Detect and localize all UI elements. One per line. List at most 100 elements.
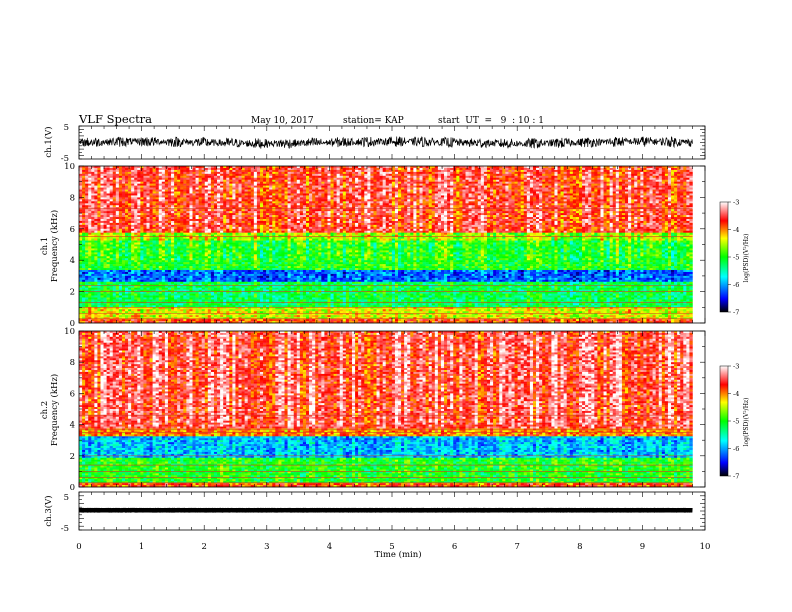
spectrogram-cell xyxy=(401,173,405,177)
spectrogram-cell xyxy=(456,193,460,196)
spectrogram-cell xyxy=(471,197,475,200)
spectrogram-cell xyxy=(585,171,589,175)
spectrogram-cell xyxy=(223,205,227,208)
spectrogram-cell xyxy=(272,203,276,206)
spectrogram-cell xyxy=(238,213,242,216)
spectrogram-cell xyxy=(643,177,647,180)
spectrogram-cell xyxy=(299,173,304,177)
spectrogram-cell xyxy=(453,191,457,194)
spectrogram-cell xyxy=(91,179,95,182)
spectrogram-cell xyxy=(103,213,107,216)
spectrogram-cell xyxy=(177,203,181,206)
spectrogram-cell xyxy=(103,211,107,214)
spectrogram-cell xyxy=(514,195,518,198)
spectrogram-cell xyxy=(640,181,644,184)
spectrogram-cell xyxy=(539,173,543,177)
spectrogram-cell xyxy=(428,181,432,184)
spectrogram-cell xyxy=(287,205,291,208)
spectrogram-cell xyxy=(97,169,101,173)
spectrogram-cell xyxy=(548,169,552,173)
spectrogram-cell xyxy=(689,209,693,212)
spectrogram-cell xyxy=(355,183,359,186)
spectrogram-cell xyxy=(361,175,365,179)
spectrogram-cell xyxy=(532,211,537,214)
spectrogram-cell xyxy=(600,171,604,175)
spectrogram-cell xyxy=(210,189,215,192)
spectrogram-cell xyxy=(471,177,475,180)
spectrogram-cell xyxy=(281,209,285,212)
spectrogram-cell xyxy=(299,179,304,182)
spectrogram-cell xyxy=(201,209,206,212)
spectrogram-cell xyxy=(115,201,120,204)
spectrogram-cell xyxy=(232,201,236,204)
spectrogram-cell xyxy=(370,175,374,179)
spectrogram-cell xyxy=(674,183,678,186)
spectrogram-cell xyxy=(557,185,561,188)
spectrogram-cell xyxy=(106,193,110,196)
spectrogram-cell xyxy=(566,195,571,198)
spectrogram-cell xyxy=(680,169,684,173)
spectrogram-cell xyxy=(468,189,472,192)
spectrogram-cell xyxy=(606,171,610,175)
spectrogram-cell xyxy=(646,199,650,202)
spectrogram-cell xyxy=(121,169,126,173)
spectrogram-cell xyxy=(634,173,638,177)
spectrogram-cell xyxy=(373,197,377,200)
spectrogram-cell xyxy=(625,177,629,180)
spectrogram-cell xyxy=(146,167,150,171)
spectrogram-cell xyxy=(121,173,126,177)
spectrogram-cell xyxy=(572,167,577,171)
spectrogram-cell xyxy=(189,209,193,212)
spectrogram-cell xyxy=(82,179,86,182)
spectrogram-cell xyxy=(339,205,344,208)
spectrogram-cell xyxy=(91,195,95,198)
spectrogram-cell xyxy=(637,205,641,208)
spectrogram-cell xyxy=(106,177,110,180)
spectrogram-cell xyxy=(646,191,650,194)
spectrogram-cell xyxy=(621,201,626,204)
spectrogram-cell xyxy=(321,177,325,180)
spectrogram-cell xyxy=(468,166,472,169)
spectrogram-cell xyxy=(486,205,491,208)
spectrogram-cell xyxy=(158,209,163,212)
spectrogram-cell xyxy=(373,189,377,192)
spectrogram-cell xyxy=(256,166,261,169)
spectrogram-cell xyxy=(517,171,521,175)
spectrogram-cell xyxy=(560,203,564,206)
spectrogram-cell xyxy=(253,211,258,214)
spectrogram-cell xyxy=(477,191,482,194)
spectrogram-cell xyxy=(618,179,623,182)
spectrogram-cell xyxy=(588,203,592,206)
spectrogram-cell xyxy=(195,169,199,173)
spectrogram-cell xyxy=(312,193,316,196)
spectrogram-cell xyxy=(174,185,178,188)
spectrogram-cell xyxy=(545,193,549,196)
spectrogram-cell xyxy=(594,183,598,186)
spectrogram-cell xyxy=(171,167,175,171)
spectrogram-cell xyxy=(477,169,482,173)
spectrogram-cell xyxy=(167,189,172,192)
spectrogram-cell xyxy=(477,205,482,208)
spectrogram-cell xyxy=(244,211,248,214)
spectrogram-cell xyxy=(339,173,344,177)
spectrogram-cell xyxy=(103,191,107,194)
spectrogram-cell xyxy=(612,175,617,179)
spectrogram-cell xyxy=(486,179,491,182)
spectrogram-cell xyxy=(229,199,233,202)
spectrogram-cell xyxy=(149,175,153,179)
spectrogram-cell xyxy=(103,197,107,200)
spectrogram-cell xyxy=(425,173,429,177)
spectrogram-cell xyxy=(125,205,129,208)
spectrogram-cell xyxy=(345,181,350,184)
spectrogram-cell xyxy=(594,211,598,214)
spectrogram-cell xyxy=(97,193,101,196)
spectrogram-cell xyxy=(367,205,371,208)
spectrogram-cell xyxy=(79,179,83,182)
spectrogram-cell xyxy=(526,195,531,198)
spectrogram-cell xyxy=(490,199,494,202)
spectrogram-cell xyxy=(94,167,98,171)
spectrogram-cell xyxy=(459,169,463,173)
spectrogram-cell xyxy=(324,171,328,175)
spectrogram-cell xyxy=(112,167,117,171)
spectrogram-cell xyxy=(517,195,521,198)
